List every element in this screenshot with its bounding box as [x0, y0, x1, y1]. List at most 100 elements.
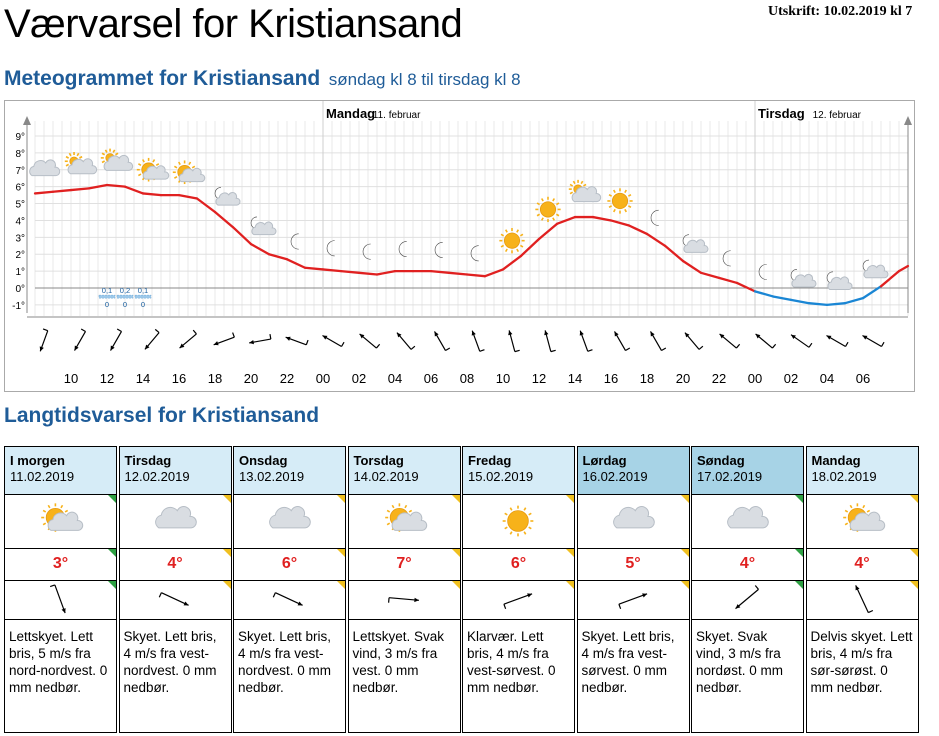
precip-max: 0,1 [102, 286, 112, 295]
day-date: 11. februar [373, 110, 421, 121]
forecast-description: Klarvær. Lett bris, 4 m/s fra vest-sørve… [467, 629, 556, 695]
forecast-date: 13.02.2019 [239, 469, 305, 484]
partly-cloudy-icon [568, 179, 602, 203]
meteogram-title: Meteogrammet for Kristiansand [4, 67, 321, 90]
forecast-wind-svg [158, 592, 189, 606]
wind-arrow-icon [213, 332, 235, 346]
moon-cloud-icon [250, 216, 277, 236]
forecast-card: Onsdag 13.02.2019 6° Skyet. Lett bris, 4 m/… [233, 446, 346, 733]
forecast-description: Skyet. Lett bris, 4 m/s fra vest-nordves… [238, 629, 332, 695]
x-tick-label: 14 [568, 371, 582, 386]
forecast-day: Fredag [468, 453, 512, 468]
temperature-segment [87, 183, 109, 190]
temperature-segment [861, 285, 883, 300]
y-tick-label: 7° [15, 166, 25, 177]
meteogram-period: søndag kl 8 til tirsdag kl 8 [328, 70, 521, 89]
temperature-segment [843, 296, 865, 305]
confidence-flag-icon [909, 495, 918, 503]
temperature-segment [51, 188, 73, 193]
forecast-card-header: Fredag 15.02.2019 [463, 447, 574, 495]
forecast-symbol [5, 495, 116, 549]
forecast-temperature: 5° [577, 549, 689, 581]
confidence-flag-icon [795, 495, 803, 503]
longterm-title: Langtidsvarsel for Kristiansand [4, 404, 320, 427]
moon-cloud-icon [826, 271, 853, 291]
moon-icon [650, 209, 659, 226]
confidence-flag-icon [566, 549, 574, 557]
wind-arrow-icon [359, 333, 381, 349]
confidence-flag-icon [680, 549, 689, 557]
forecast-day: Tirsdag [124, 453, 172, 468]
wind-arrow-icon [471, 330, 485, 352]
moon-icon [470, 245, 479, 262]
forecast-symbol [806, 495, 918, 549]
forecast-wind-svg [49, 584, 66, 614]
wind-arrow-icon [73, 328, 87, 351]
forecast-symbol-svg [502, 505, 534, 537]
forecast-symbol-svg [41, 503, 84, 532]
moon-icon [398, 241, 407, 258]
temperature-segment [879, 269, 901, 288]
sun-cloud-icon [172, 160, 206, 185]
confidence-flag-icon [222, 495, 231, 503]
day-label: Tirsdag [758, 106, 805, 121]
forecast-card-header: Torsdag 14.02.2019 [348, 447, 460, 495]
grid [34, 101, 909, 317]
y-tick-label: 3° [15, 233, 25, 244]
x-tick-label: 14 [136, 371, 150, 386]
forecast-date: 16.02.2019 [582, 469, 648, 484]
temperature-segment [771, 295, 793, 301]
wind-arrow-icon [158, 592, 189, 606]
x-tick-label: 10 [64, 371, 78, 386]
wind-arrow-icon [387, 597, 419, 603]
temperature-segment [123, 185, 145, 195]
x-tick-label: 12 [100, 371, 114, 386]
x-tick-label: 16 [604, 371, 618, 386]
temperature-segment [177, 193, 199, 200]
meteogram-heading: Meteogrammet for Kristiansand søndag kl … [4, 67, 521, 91]
y-tick-label: 5° [15, 200, 25, 211]
wind-arrow-icon [862, 334, 885, 348]
temperature-segment [213, 210, 235, 229]
y-tick-label: 4° [15, 216, 25, 227]
cloud-icon [154, 506, 197, 529]
temperature-segment [681, 259, 703, 274]
forecast-card: Torsdag 14.02.2019 7° Lettskyet. Svak vind,… [347, 446, 461, 733]
confidence-flag-icon [795, 581, 803, 589]
forecast-card-header: Onsdag 13.02.2019 [234, 447, 345, 495]
moon-icon [758, 263, 767, 280]
confidence-flag-icon [451, 581, 460, 589]
sun-icon [535, 196, 561, 223]
x-tick-label: 18 [208, 371, 222, 386]
forecast-wind-svg [503, 593, 533, 610]
temperature-segment [195, 197, 217, 214]
forecast-wind-svg [617, 593, 647, 610]
forecast-card: Søndag 17.02.2019 4° Skyet. Svak vind, 3 m/… [691, 446, 804, 733]
confidence-flag-icon [337, 495, 345, 503]
precip-max: 0,2 [120, 286, 130, 295]
x-tick-label: 02 [784, 371, 798, 386]
forecast-symbol-svg [842, 503, 885, 532]
temperature-segment [429, 269, 451, 274]
y-tick-label: 1° [15, 267, 25, 278]
x-tick-label: 18 [640, 371, 654, 386]
temperature-segment [807, 302, 829, 307]
forecast-card-header: Lørdag 16.02.2019 [577, 447, 689, 495]
temperature-segment [825, 302, 847, 307]
y-tick-label: 8° [15, 149, 25, 160]
x-tick-label: 02 [352, 371, 366, 386]
forecast-date: 18.02.2019 [811, 469, 877, 484]
moon-cloud-icon [862, 259, 889, 279]
temperature-segment [339, 269, 361, 274]
forecast-card: Tirsdag 12.02.2019 4° Skyet. Lett bris, 4 m… [118, 446, 232, 733]
wind-arrow-icon [396, 332, 416, 350]
forecast-wind-svg [854, 585, 873, 614]
forecast-description: Skyet. Lett bris, 4 m/s fra vest-nordves… [123, 629, 217, 695]
forecast-wind-svg [735, 585, 759, 610]
forecast-day: Lørdag [582, 453, 627, 468]
temperature-segment [249, 242, 271, 256]
forecast-day: Onsdag [239, 453, 288, 468]
cloud-icon [269, 506, 311, 529]
forecast-temperature: 3° [5, 549, 116, 581]
